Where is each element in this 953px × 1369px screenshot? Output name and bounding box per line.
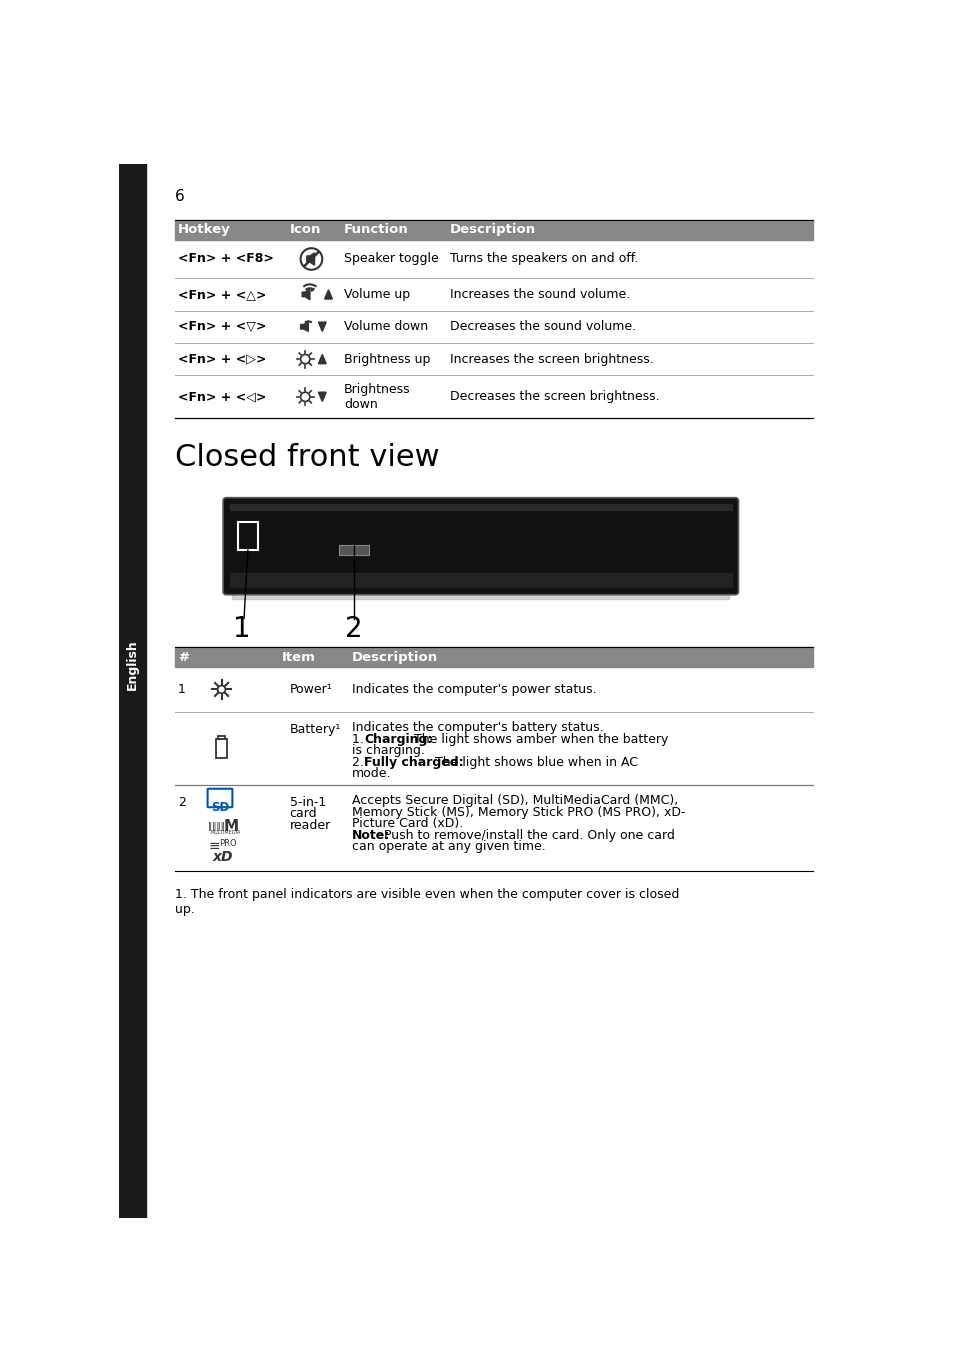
Text: Function: Function [344, 223, 408, 237]
Circle shape [300, 392, 310, 401]
Text: Increases the screen brightness.: Increases the screen brightness. [450, 353, 653, 366]
Text: <Fn> + <▷>: <Fn> + <▷> [178, 353, 266, 366]
Text: Picture Card (xD).: Picture Card (xD). [352, 817, 462, 830]
Text: <Fn> + <F8>: <Fn> + <F8> [178, 252, 274, 266]
Text: 1: 1 [233, 615, 251, 643]
Text: 2.: 2. [352, 756, 367, 768]
Text: Volume up: Volume up [344, 287, 410, 301]
Text: Turns the speakers on and off.: Turns the speakers on and off. [450, 252, 638, 266]
Polygon shape [300, 322, 308, 331]
Text: 2: 2 [178, 795, 186, 809]
Text: Memory Stick (MS), Memory Stick PRO (MS PRO), xD-: Memory Stick (MS), Memory Stick PRO (MS … [352, 806, 684, 819]
Polygon shape [318, 322, 326, 331]
FancyBboxPatch shape [208, 789, 233, 808]
Text: ‖‖‖‖: ‖‖‖‖ [208, 821, 225, 831]
Text: Indicates the computer's power status.: Indicates the computer's power status. [352, 683, 596, 695]
Text: 6: 6 [174, 189, 185, 204]
Text: Decreases the screen brightness.: Decreases the screen brightness. [450, 390, 659, 404]
Text: Brightness
down: Brightness down [344, 383, 410, 411]
Text: 1.: 1. [352, 732, 367, 746]
Text: Brightness up: Brightness up [344, 353, 430, 366]
Polygon shape [324, 290, 332, 298]
Text: Decreases the sound volume.: Decreases the sound volume. [450, 320, 636, 333]
Text: Charging:: Charging: [364, 732, 432, 746]
Text: Indicates the computer's battery status.: Indicates the computer's battery status. [352, 721, 602, 734]
Text: 2: 2 [345, 615, 362, 643]
Text: Note:: Note: [352, 828, 390, 842]
Text: Description: Description [352, 650, 437, 664]
Text: Speaker toggle: Speaker toggle [344, 252, 438, 266]
Circle shape [217, 686, 225, 693]
Text: 5-in-1: 5-in-1 [290, 795, 326, 809]
Text: Accepts Secure Digital (SD), MultiMediaCard (MMC),: Accepts Secure Digital (SD), MultiMediaC… [352, 794, 678, 808]
Text: SD: SD [211, 801, 229, 815]
Bar [230, 504, 731, 511]
Text: reader: reader [290, 819, 331, 832]
Bar [216, 739, 227, 757]
Bar [233, 591, 728, 600]
Bar [230, 574, 731, 587]
FancyBboxPatch shape [223, 498, 738, 594]
Text: PRO: PRO [219, 839, 236, 847]
Text: <Fn> + <◁>: <Fn> + <◁> [178, 390, 266, 404]
Polygon shape [302, 289, 310, 300]
Text: #: # [178, 650, 189, 664]
Text: Hotkey: Hotkey [178, 223, 231, 237]
Text: Power¹: Power¹ [290, 683, 333, 695]
Text: <Fn> + <▽>: <Fn> + <▽> [178, 320, 266, 333]
Text: Description: Description [450, 223, 536, 237]
Text: can operate at any given time.: can operate at any given time. [352, 841, 545, 853]
Text: The light shows blue when in AC: The light shows blue when in AC [431, 756, 638, 768]
Polygon shape [318, 355, 326, 364]
Bar [119, 164, 146, 1218]
Polygon shape [307, 253, 314, 266]
Bar [174, 219, 812, 240]
Text: 1. The front panel indicators are visible even when the computer cover is closed: 1. The front panel indicators are visibl… [174, 888, 679, 916]
Text: Fully charged:: Fully charged: [364, 756, 463, 768]
Text: Closed front view: Closed front view [174, 444, 439, 472]
Text: Push to remove/install the card. Only one card: Push to remove/install the card. Only on… [379, 828, 674, 842]
Text: card: card [290, 808, 317, 820]
Text: English: English [126, 639, 139, 690]
Text: MULTIMEDIA: MULTIMEDIA [211, 830, 241, 835]
Text: is charging.: is charging. [352, 745, 424, 757]
Bar [174, 648, 812, 667]
Text: xD: xD [213, 850, 233, 864]
Text: Battery¹: Battery¹ [290, 723, 341, 735]
Bar [339, 545, 369, 554]
Text: <Fn> + <△>: <Fn> + <△> [178, 287, 266, 301]
Text: M: M [224, 819, 239, 834]
Text: Volume down: Volume down [344, 320, 428, 333]
Text: The light shows amber when the battery: The light shows amber when the battery [410, 732, 667, 746]
Text: 1: 1 [178, 683, 186, 695]
Circle shape [300, 355, 310, 364]
Text: ≡: ≡ [208, 839, 220, 853]
Text: mode.: mode. [352, 767, 391, 780]
Text: Item: Item [282, 650, 315, 664]
Polygon shape [318, 392, 326, 401]
Bar [237, 523, 257, 550]
Text: Increases the sound volume.: Increases the sound volume. [450, 287, 630, 301]
Bar [218, 737, 224, 739]
Text: Icon: Icon [290, 223, 321, 237]
